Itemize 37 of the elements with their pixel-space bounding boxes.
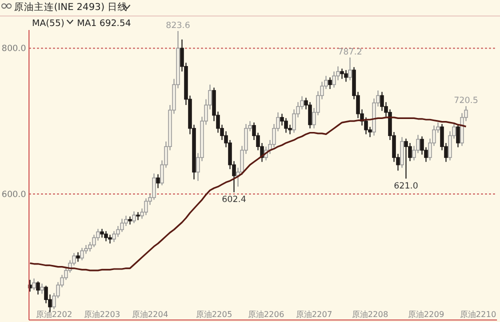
candlestick (132, 210, 136, 224)
x-tick-label: 原油2205 (196, 310, 232, 319)
y-tick-label: 600.0 (2, 190, 26, 200)
candlestick (76, 252, 80, 262)
candlestick (404, 138, 408, 180)
candlestick (308, 102, 312, 129)
annotation: 787.2 (338, 48, 362, 58)
x-tick-label: 原油2202 (36, 310, 72, 319)
candlestick (144, 198, 148, 216)
candlestick (328, 76, 332, 90)
candlestick (456, 123, 460, 148)
text: MA1 692.54 (77, 19, 132, 29)
candlestick (40, 283, 44, 294)
candlestick (400, 136, 404, 168)
candlestick (348, 57, 352, 81)
x-tick-label: 原油2203 (84, 310, 120, 319)
annotation: 823.6 (166, 21, 190, 32)
chart-title: 原油主连(INE 2493) 日线 (14, 1, 128, 13)
annotation: 602.4 (222, 195, 246, 206)
y-tick-label: 800.0 (2, 44, 26, 54)
annotation: 621.0 (394, 182, 418, 192)
x-tick-label: 原油2209 (408, 310, 444, 319)
x-tick-label: 原油2210 (460, 310, 496, 319)
candlestick (36, 280, 40, 295)
candlestick (284, 118, 288, 134)
candlestick (344, 70, 348, 82)
annotation: 720.5 (454, 96, 478, 106)
x-tick-label: 原油2206 (248, 310, 284, 319)
candlestick (340, 68, 344, 80)
candlestick (156, 174, 160, 189)
text: MA(55) (32, 19, 64, 29)
x-tick-label: 原油2208 (352, 310, 388, 319)
candlestick (80, 247, 84, 261)
candlestick (104, 230, 108, 242)
candlestick (32, 278, 36, 291)
x-tick-label: 原油2204 (132, 310, 168, 319)
x-tick-label: 原油2207 (296, 310, 332, 319)
